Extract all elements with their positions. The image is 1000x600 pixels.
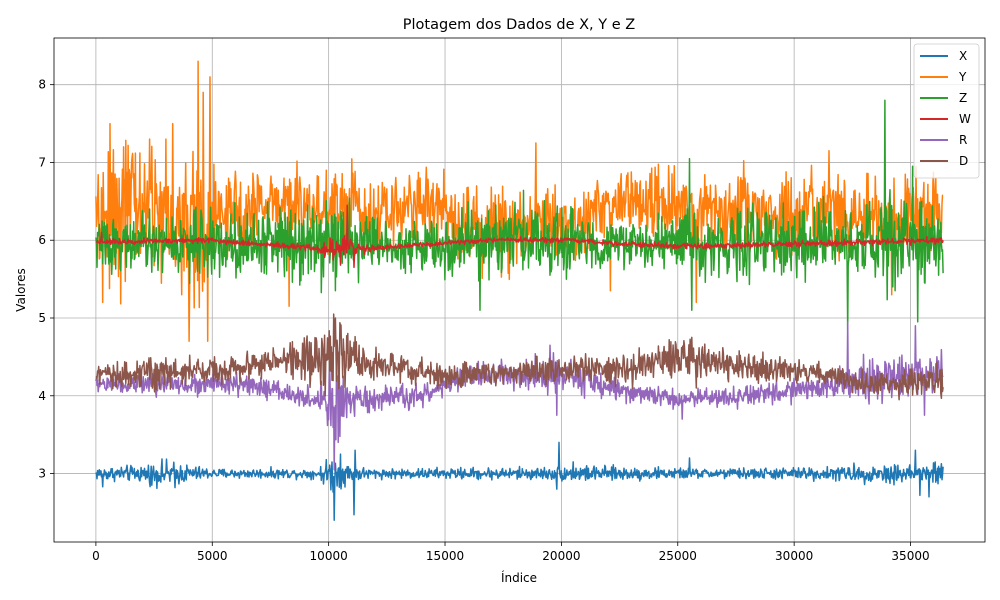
series-x-line xyxy=(95,441,944,521)
y-tick-label: 7 xyxy=(38,155,46,169)
x-tick-label: 20000 xyxy=(542,549,580,563)
legend-label-x: X xyxy=(959,49,967,63)
legend-label-z: Z xyxy=(959,91,967,105)
axis-ticks: 0 5000 10000 15000 20000 25000 30000 35000 3 4 5 6 7… xyxy=(38,78,929,563)
chart-title: Plotagem dos Dados de X, Y e Z xyxy=(403,17,635,33)
y-tick-label: 3 xyxy=(38,467,46,481)
plot-frame xyxy=(53,37,986,543)
legend-box xyxy=(913,43,980,179)
y-axis-label: Valores xyxy=(14,268,28,312)
x-axis-label: Índice xyxy=(501,570,537,585)
y-tick-label: 4 xyxy=(38,389,46,403)
series-w-line xyxy=(95,204,944,269)
y-tick-label: 5 xyxy=(38,311,46,325)
y-tick-label: 8 xyxy=(38,78,46,92)
x-tick-label: 10000 xyxy=(310,549,348,563)
x-tick-label: 30000 xyxy=(775,549,813,563)
series-r-line xyxy=(95,321,944,471)
y-tick-label: 6 xyxy=(38,233,46,247)
series-z-line xyxy=(95,99,944,331)
series-d-line xyxy=(95,313,944,401)
x-tick-label: 25000 xyxy=(659,549,697,563)
legend-label-w: W xyxy=(959,112,971,126)
x-tick-label: 5000 xyxy=(197,549,228,563)
legend-label-r: R xyxy=(959,133,967,147)
series-lines xyxy=(95,60,944,521)
legend-label-d: D xyxy=(959,154,968,168)
legend-label-y: Y xyxy=(958,70,967,84)
x-tick-label: 0 xyxy=(92,549,100,563)
x-tick-label: 35000 xyxy=(891,549,929,563)
x-tick-label: 15000 xyxy=(426,549,464,563)
